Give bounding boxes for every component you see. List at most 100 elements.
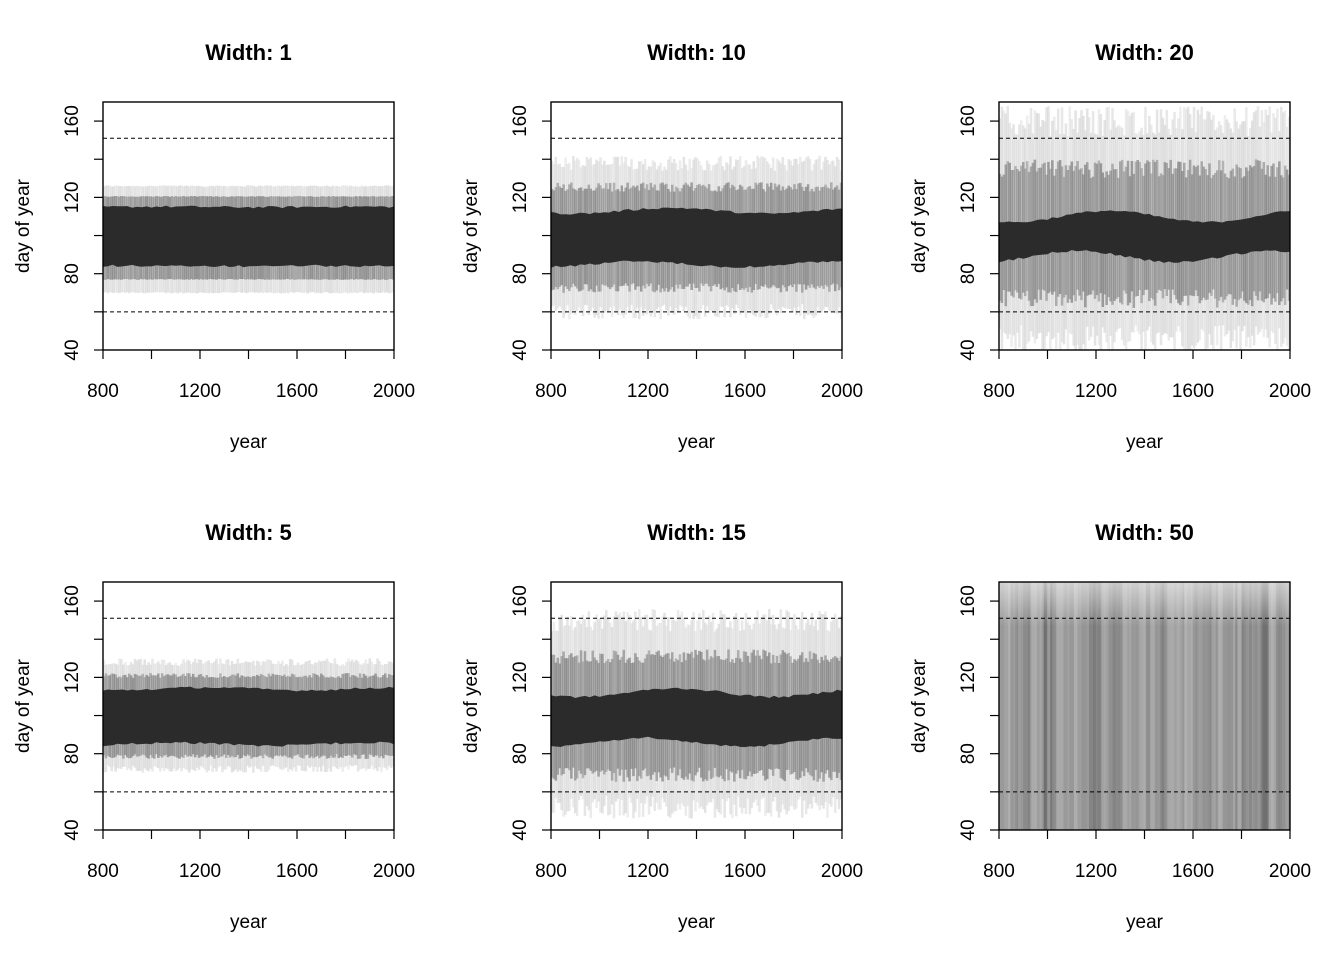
band-streak xyxy=(1211,582,1216,830)
band-streak xyxy=(1104,582,1117,830)
band-streak xyxy=(1081,582,1084,830)
band-streak xyxy=(1267,582,1277,830)
band-streak xyxy=(1084,582,1093,830)
panel-1: 800 1200 1600 2000 40 80 120 160 year day of year… xyxy=(13,40,415,453)
x-axis-label: year xyxy=(1126,912,1164,933)
y-axis-label: day of year xyxy=(13,178,34,273)
band-streak xyxy=(1020,582,1031,830)
y-tick-label: 80 xyxy=(958,263,979,284)
x-tick-label: 1600 xyxy=(276,381,318,402)
band-streak xyxy=(1145,582,1151,830)
band-streak xyxy=(1031,582,1042,830)
x-tick-label: 2000 xyxy=(1269,381,1311,402)
panel-2: 800 1200 1600 2000 40 80 120 160 year day of year… xyxy=(461,40,863,453)
band-streak xyxy=(1174,582,1177,830)
band-streak xyxy=(1214,582,1223,830)
x-tick-label: 1600 xyxy=(724,861,766,882)
band-streak xyxy=(1234,582,1238,830)
band-streak xyxy=(1127,582,1130,830)
y-tick-label: 160 xyxy=(510,585,531,617)
band-core xyxy=(551,687,842,748)
band-area xyxy=(103,185,394,294)
x-tick-label: 800 xyxy=(983,381,1015,402)
band-streak xyxy=(1097,582,1103,830)
x-tick-label: 1200 xyxy=(627,861,669,882)
band-streak xyxy=(1043,582,1047,830)
band-streak xyxy=(1172,582,1175,830)
x-tick-label: 1200 xyxy=(179,381,221,402)
band-streak xyxy=(1287,582,1290,830)
band-streak xyxy=(1021,582,1029,830)
x-tick-label: 2000 xyxy=(373,861,415,882)
band-area xyxy=(999,582,1290,830)
x-tick-label: 800 xyxy=(87,381,119,402)
panel-title: Width: 10 xyxy=(647,40,746,65)
band-streak xyxy=(1193,582,1204,830)
y-axis-label: day of year xyxy=(461,658,482,753)
band-streak xyxy=(1047,582,1051,830)
panel-title: Width: 1 xyxy=(205,40,292,65)
y-tick-label: 120 xyxy=(958,662,979,694)
y-tick-label: 160 xyxy=(62,105,83,137)
band-streak xyxy=(1196,582,1201,830)
band-streak xyxy=(1208,582,1217,830)
band-streak xyxy=(1014,582,1022,830)
band-streak xyxy=(1043,582,1052,830)
x-tick-label: 1600 xyxy=(724,381,766,402)
band-streak xyxy=(1274,582,1283,830)
band-streak xyxy=(1285,582,1290,830)
band-streak xyxy=(1187,582,1192,830)
band-streak xyxy=(1092,582,1105,830)
band-streak xyxy=(1241,582,1252,830)
x-tick-label: 1200 xyxy=(1075,861,1117,882)
band-streak xyxy=(1101,582,1108,830)
band-area xyxy=(551,609,842,819)
panel-title: Width: 5 xyxy=(205,520,292,545)
x-tick-label: 800 xyxy=(535,381,567,402)
band-area xyxy=(103,658,394,773)
y-tick-label: 40 xyxy=(62,819,83,840)
band-streak xyxy=(1135,582,1144,830)
band-streak xyxy=(1082,582,1091,830)
band-streak xyxy=(1235,582,1238,830)
band-streak xyxy=(1010,582,1019,830)
band-streak xyxy=(1158,582,1163,830)
band-streak xyxy=(1013,582,1022,830)
x-tick-label: 800 xyxy=(983,861,1015,882)
band-streak xyxy=(1182,582,1185,830)
x-axis-label: year xyxy=(678,912,716,933)
band-streak xyxy=(1044,582,1056,830)
panel-3: 800 1200 1600 2000 40 80 120 160 year day of year… xyxy=(909,40,1311,453)
band-streak xyxy=(1209,582,1212,830)
band-streak xyxy=(1087,582,1097,830)
band-streak xyxy=(1269,582,1276,830)
band-streak xyxy=(1172,582,1179,830)
panel-6: 800 1200 1600 2000 40 80 120 160 year day of year… xyxy=(909,520,1311,933)
y-tick-label: 160 xyxy=(958,585,979,617)
band-streak xyxy=(1071,582,1080,830)
x-tick-label: 1600 xyxy=(1172,381,1214,402)
y-tick-label: 120 xyxy=(62,662,83,694)
band-streak xyxy=(1066,582,1070,830)
band-streak xyxy=(1109,582,1121,830)
band-streak xyxy=(1192,582,1197,830)
band-streak xyxy=(1159,582,1167,830)
band-streak xyxy=(1092,582,1096,830)
band-streak xyxy=(1130,582,1141,830)
y-tick-label: 120 xyxy=(510,662,531,694)
band-streak xyxy=(1028,582,1036,830)
band-streak xyxy=(1036,582,1041,830)
y-tick-label: 40 xyxy=(958,339,979,360)
band-streak xyxy=(1022,582,1031,830)
band-streak xyxy=(1144,582,1151,830)
y-axis-label: day of year xyxy=(909,178,930,273)
band-streak xyxy=(1047,582,1051,830)
band-streak xyxy=(1242,582,1250,830)
band-streak xyxy=(1174,582,1183,830)
band-streak xyxy=(1114,582,1122,830)
x-tick-label: 1200 xyxy=(179,861,221,882)
band-streak xyxy=(1264,582,1276,830)
band-streak xyxy=(1098,582,1102,830)
x-axis-label: year xyxy=(678,432,716,453)
band-streak xyxy=(1263,582,1274,830)
